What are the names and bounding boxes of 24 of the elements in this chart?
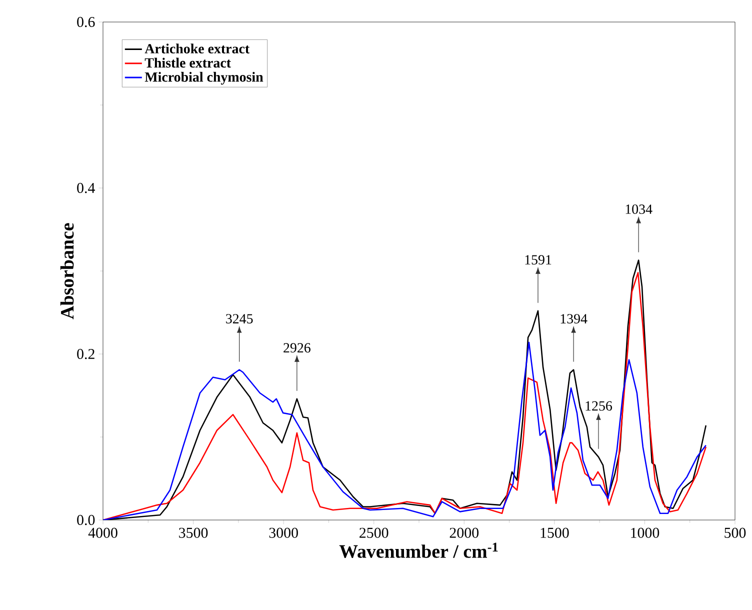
x-tick-label: 4000 (88, 528, 118, 538)
legend-label: Microbial chymosin (144, 72, 264, 85)
y-tick-label: 0.6 (77, 16, 95, 28)
x-axis-title: Wavenumber / cm$^{-1}$ (339, 542, 498, 558)
legend-label: Artichoke extract (144, 44, 250, 54)
y-tick-label: 0.4 (77, 182, 95, 194)
x-tick-label: 3500 (179, 528, 208, 538)
y-axis-title: Absorbance (60, 223, 74, 320)
annotation: 1034 (626, 204, 652, 214)
line-series (102, 342, 707, 520)
annotation: 1394 (560, 314, 588, 324)
annotation: 1256 (586, 401, 612, 411)
y-tick-label: 0.0 (77, 514, 95, 526)
x-tick-label: 500 (724, 528, 746, 538)
annotation: 1591 (525, 255, 552, 265)
annotation: 3245 (226, 314, 253, 324)
x-tick-label: 3000 (269, 528, 298, 538)
x-tick-label: 1500 (540, 528, 569, 538)
legend-label: Thistle extract (144, 58, 231, 68)
x-tick-label: 2500 (360, 528, 388, 538)
x-tick-label: 2000 (450, 528, 479, 538)
x-tick-label: 1000 (631, 528, 660, 538)
y-tick-label: 0.2 (77, 348, 94, 360)
annotation: 2926 (284, 343, 310, 353)
